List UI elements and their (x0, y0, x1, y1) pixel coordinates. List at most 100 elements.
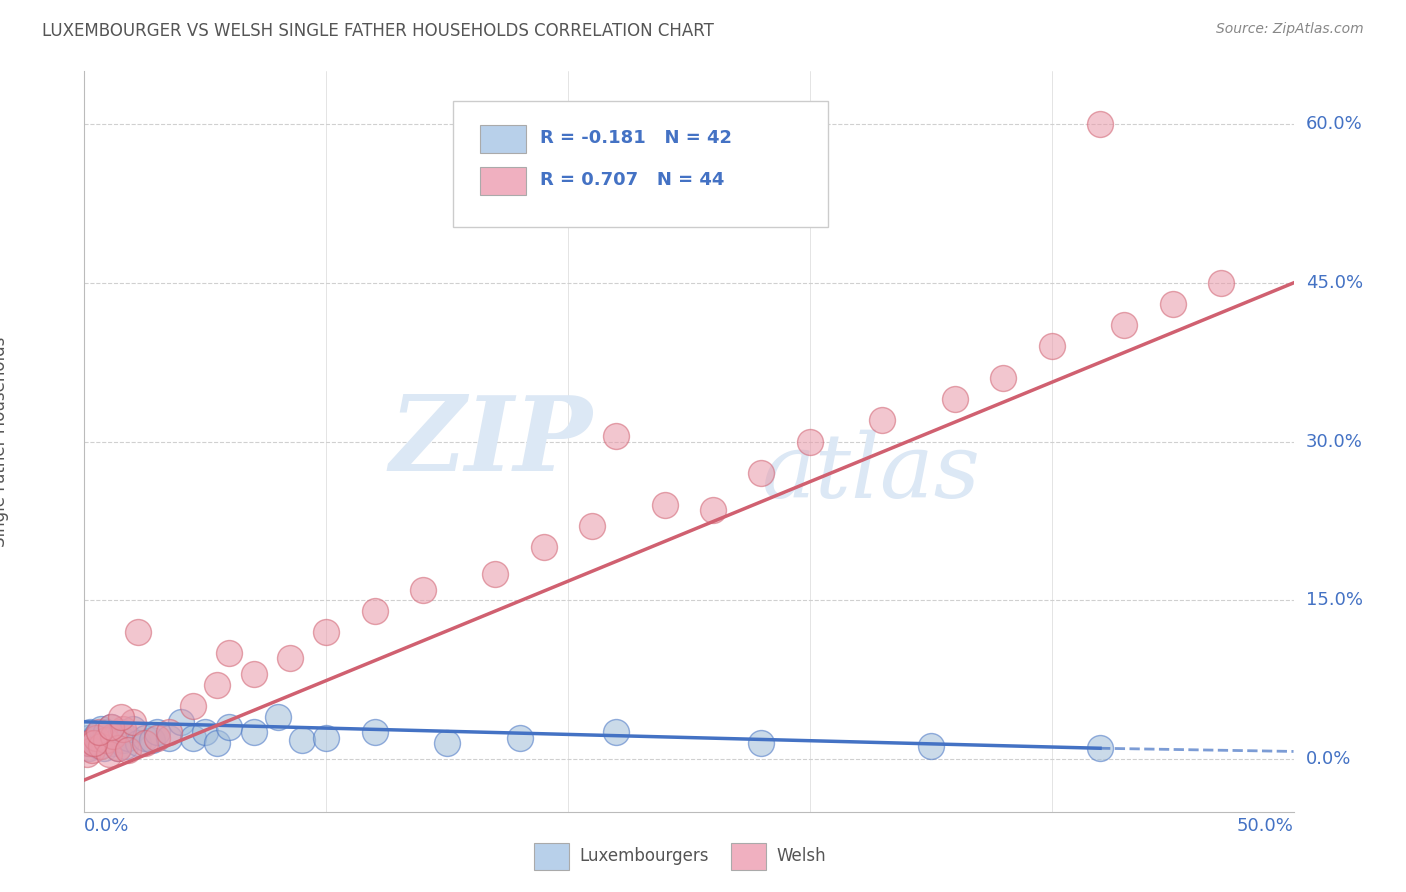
Text: 60.0%: 60.0% (1306, 115, 1362, 133)
Point (117, 743, 139, 757)
Point (1161, 297, 1184, 311)
FancyBboxPatch shape (479, 125, 526, 153)
Point (278, 651, 301, 665)
Point (751, 467, 773, 481)
Point (86, 731, 108, 745)
Point (93, 741, 115, 756)
Point (605, 429, 627, 443)
Point (134, 736, 156, 750)
Point (920, 739, 942, 753)
Point (943, 392, 966, 407)
Point (291, 732, 314, 747)
Text: Source: ZipAtlas.com: Source: ZipAtlas.com (1216, 22, 1364, 37)
Point (412, 582, 434, 597)
Point (112, 723, 135, 737)
Point (80, 743, 103, 757)
Point (1114, 318, 1136, 333)
Text: LUXEMBOURGER VS WELSH SINGLE FATHER HOUSEHOLDS CORRELATION CHART: LUXEMBOURGER VS WELSH SINGLE FATHER HOUS… (42, 22, 714, 40)
Point (194, 725, 217, 739)
Point (107, 741, 129, 756)
Point (654, 498, 676, 512)
Point (80, 736, 103, 750)
Point (702, 503, 724, 517)
Point (146, 725, 169, 739)
Point (242, 725, 264, 739)
Point (207, 678, 229, 692)
Point (157, 725, 180, 739)
Point (97, 747, 120, 761)
Point (1088, 117, 1111, 131)
Point (97, 732, 120, 747)
Point (1040, 339, 1063, 353)
Point (87, 739, 110, 753)
Text: R = 0.707   N = 44: R = 0.707 N = 44 (540, 171, 724, 189)
Point (77, 741, 100, 756)
Point (363, 604, 385, 618)
Point (79, 725, 101, 739)
Point (134, 731, 156, 745)
Point (509, 731, 531, 745)
Point (993, 371, 1015, 385)
Point (83, 736, 105, 750)
Text: Luxembourgers: Luxembourgers (579, 847, 709, 865)
Point (90, 739, 112, 753)
Point (100, 720, 122, 734)
Point (77, 736, 100, 750)
Point (127, 624, 149, 639)
Text: R = -0.181   N = 42: R = -0.181 N = 42 (540, 129, 733, 147)
Point (103, 729, 125, 743)
Point (87, 725, 110, 739)
Point (533, 541, 555, 555)
Text: 45.0%: 45.0% (1306, 274, 1362, 292)
Point (127, 736, 149, 750)
Point (181, 731, 204, 745)
Point (103, 736, 125, 750)
Point (157, 731, 180, 745)
Point (83, 732, 105, 747)
FancyBboxPatch shape (479, 167, 526, 195)
Text: ZIP: ZIP (389, 391, 592, 492)
Point (170, 714, 193, 729)
Point (121, 714, 143, 729)
Point (114, 739, 136, 753)
Point (146, 731, 169, 745)
Point (181, 698, 204, 713)
Point (112, 732, 135, 747)
Point (436, 736, 458, 750)
Point (605, 725, 627, 739)
Point (1209, 276, 1232, 290)
Point (363, 725, 385, 739)
Point (799, 434, 821, 449)
Point (581, 519, 603, 533)
Point (76, 736, 98, 750)
Point (315, 731, 337, 745)
FancyBboxPatch shape (453, 101, 828, 227)
Point (104, 729, 127, 743)
Text: 0.0%: 0.0% (1306, 750, 1351, 768)
Point (86, 729, 108, 743)
Point (141, 732, 163, 747)
Text: 30.0%: 30.0% (1306, 433, 1362, 450)
Text: 50.0%: 50.0% (1237, 817, 1294, 835)
Point (94, 732, 117, 747)
Point (117, 731, 139, 745)
Text: Single Father Households: Single Father Households (0, 336, 8, 547)
Point (107, 741, 129, 756)
Point (218, 720, 240, 734)
Point (207, 736, 229, 750)
Point (77, 731, 100, 745)
Point (76, 747, 98, 761)
Point (484, 566, 506, 581)
Point (121, 723, 143, 737)
Text: Welsh: Welsh (776, 847, 825, 865)
Point (872, 413, 894, 427)
Point (218, 646, 240, 660)
Text: 15.0%: 15.0% (1306, 591, 1362, 609)
Point (90, 723, 112, 737)
Point (242, 667, 264, 681)
Point (110, 725, 132, 739)
Text: 0.0%: 0.0% (84, 817, 129, 835)
Point (1088, 741, 1111, 756)
Text: atlas: atlas (762, 430, 980, 516)
Point (100, 720, 122, 734)
